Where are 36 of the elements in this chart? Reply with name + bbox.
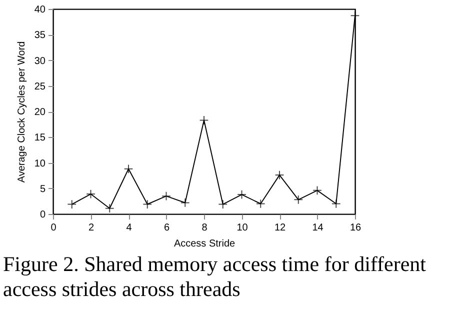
point — [199, 116, 209, 125]
point — [218, 200, 228, 209]
y-tick-label: 15 — [34, 132, 46, 144]
point — [312, 186, 322, 196]
point — [67, 200, 77, 209]
y-tick-label: 40 — [34, 4, 46, 16]
x-tick-label: 6 — [164, 222, 170, 234]
x-tick-label: 0 — [50, 222, 57, 234]
y-tick-label: 35 — [34, 30, 46, 42]
x-tick-label: 14 — [312, 222, 324, 234]
x-tick-label: 12 — [274, 222, 286, 234]
point — [180, 198, 190, 208]
y-tick-label: 10 — [34, 158, 46, 170]
caption: Figure 2. Shared memory access time for different access strides across threads — [3, 252, 426, 301]
point — [162, 191, 171, 201]
point — [294, 194, 304, 204]
y-tick-label: 25 — [34, 81, 46, 92]
x-tick-label: 8 — [202, 222, 208, 234]
y-tick-label: 30 — [34, 56, 46, 67]
x-tick-label: 2 — [88, 222, 94, 234]
point — [86, 189, 96, 199]
x-tick-label: 4 — [126, 222, 132, 234]
y-tick-label: 20 — [34, 107, 46, 118]
point — [124, 164, 134, 174]
y-tick-label: 5 — [40, 184, 46, 195]
point — [331, 199, 341, 208]
point — [256, 199, 266, 208]
x-tick-label: 16 — [350, 222, 362, 234]
y-tick-label: 0 — [40, 210, 46, 220]
y-axis-title: Average Clock Cycles per Word — [16, 41, 28, 183]
point — [274, 170, 284, 180]
point — [142, 200, 152, 209]
point — [237, 190, 246, 200]
point — [104, 204, 114, 214]
x-tick-label: 10 — [236, 222, 248, 234]
x-axis-title: Access Stride — [174, 238, 236, 250]
